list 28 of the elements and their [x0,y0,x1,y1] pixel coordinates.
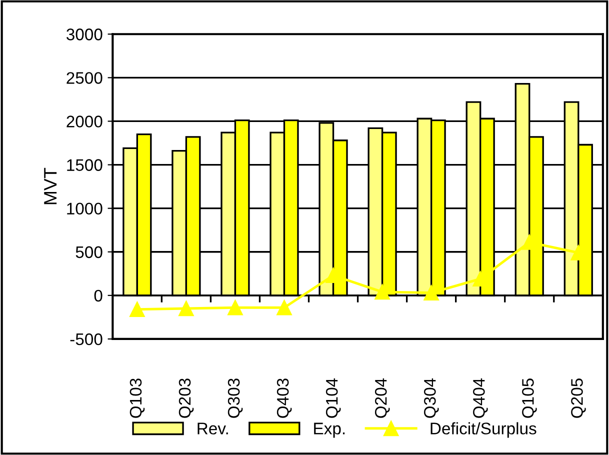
x-tick-label: Q204 [374,378,390,418]
x-tick-label: Q404 [473,378,488,418]
legend-label: Deficit/Surplus [430,422,536,438]
legend-label: Rev. [198,422,228,434]
y-tick-label: 0 [94,290,102,302]
y-axis-title: MVT [44,168,57,204]
x-tick-label: Q103 [130,378,145,418]
point [374,284,390,300]
x-tick-label: Q304 [424,378,439,418]
y-tick-label: -500 [70,333,102,346]
y-tick-label: 1000 [67,202,102,215]
x-tick-label: Q104 [326,378,341,418]
y-tick-label: 3000 [66,28,102,40]
x-tick-label: Q403 [276,378,292,418]
y-tick-label: 2000 [66,116,102,128]
point [424,285,439,300]
x-tick-label: Q303 [228,378,243,418]
x-tick-label: Q105 [522,378,537,418]
point [130,302,145,317]
x-tick-label: Q205 [571,378,586,418]
y-tick-label: 500 [76,246,102,258]
point [228,300,243,316]
y-tick-label: 2500 [66,72,102,84]
point [178,300,194,316]
x-tick-label: Q203 [178,378,194,418]
point [276,300,292,316]
legend-label: Exp. [314,422,345,438]
y-tick-label: 1500 [67,159,102,171]
